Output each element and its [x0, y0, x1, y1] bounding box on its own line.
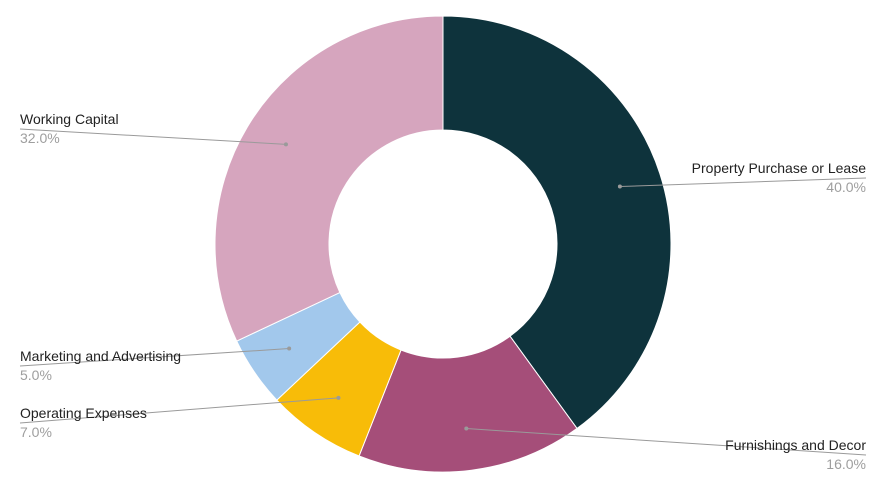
slice-working-capital: [214, 15, 444, 342]
slice-label: Furnishings and Decor: [725, 437, 866, 453]
slice-value-label: 7.0%: [20, 424, 52, 440]
leader-line: [19, 348, 290, 367]
leader-dot: [617, 184, 622, 189]
slice-furnishings-and-decor: [358, 335, 578, 473]
leader-line: [19, 397, 339, 424]
leader-line: [19, 128, 286, 145]
slice-value-label: 5.0%: [20, 367, 52, 383]
slice-value-label: 40.0%: [826, 179, 866, 195]
slice-property-purchase-or-lease: [442, 15, 672, 430]
leader-dot: [336, 395, 341, 400]
slice-label: Marketing and Advertising: [20, 348, 181, 364]
leader-line: [466, 428, 867, 456]
labels-group: Property Purchase or Lease 40.0% Furnishin…: [19, 111, 867, 472]
leader-dot: [287, 346, 292, 351]
slice-label: Operating Expenses: [20, 405, 147, 421]
leader-dot: [464, 426, 469, 431]
leader-line: [619, 177, 867, 188]
slice-label: Property Purchase or Lease: [692, 160, 867, 176]
slice-value-label: 16.0%: [826, 456, 866, 472]
slice-label: Working Capital: [20, 111, 119, 127]
leader-dot: [283, 142, 288, 147]
slice-value-label: 32.0%: [20, 130, 60, 146]
slices-group: [214, 15, 672, 473]
